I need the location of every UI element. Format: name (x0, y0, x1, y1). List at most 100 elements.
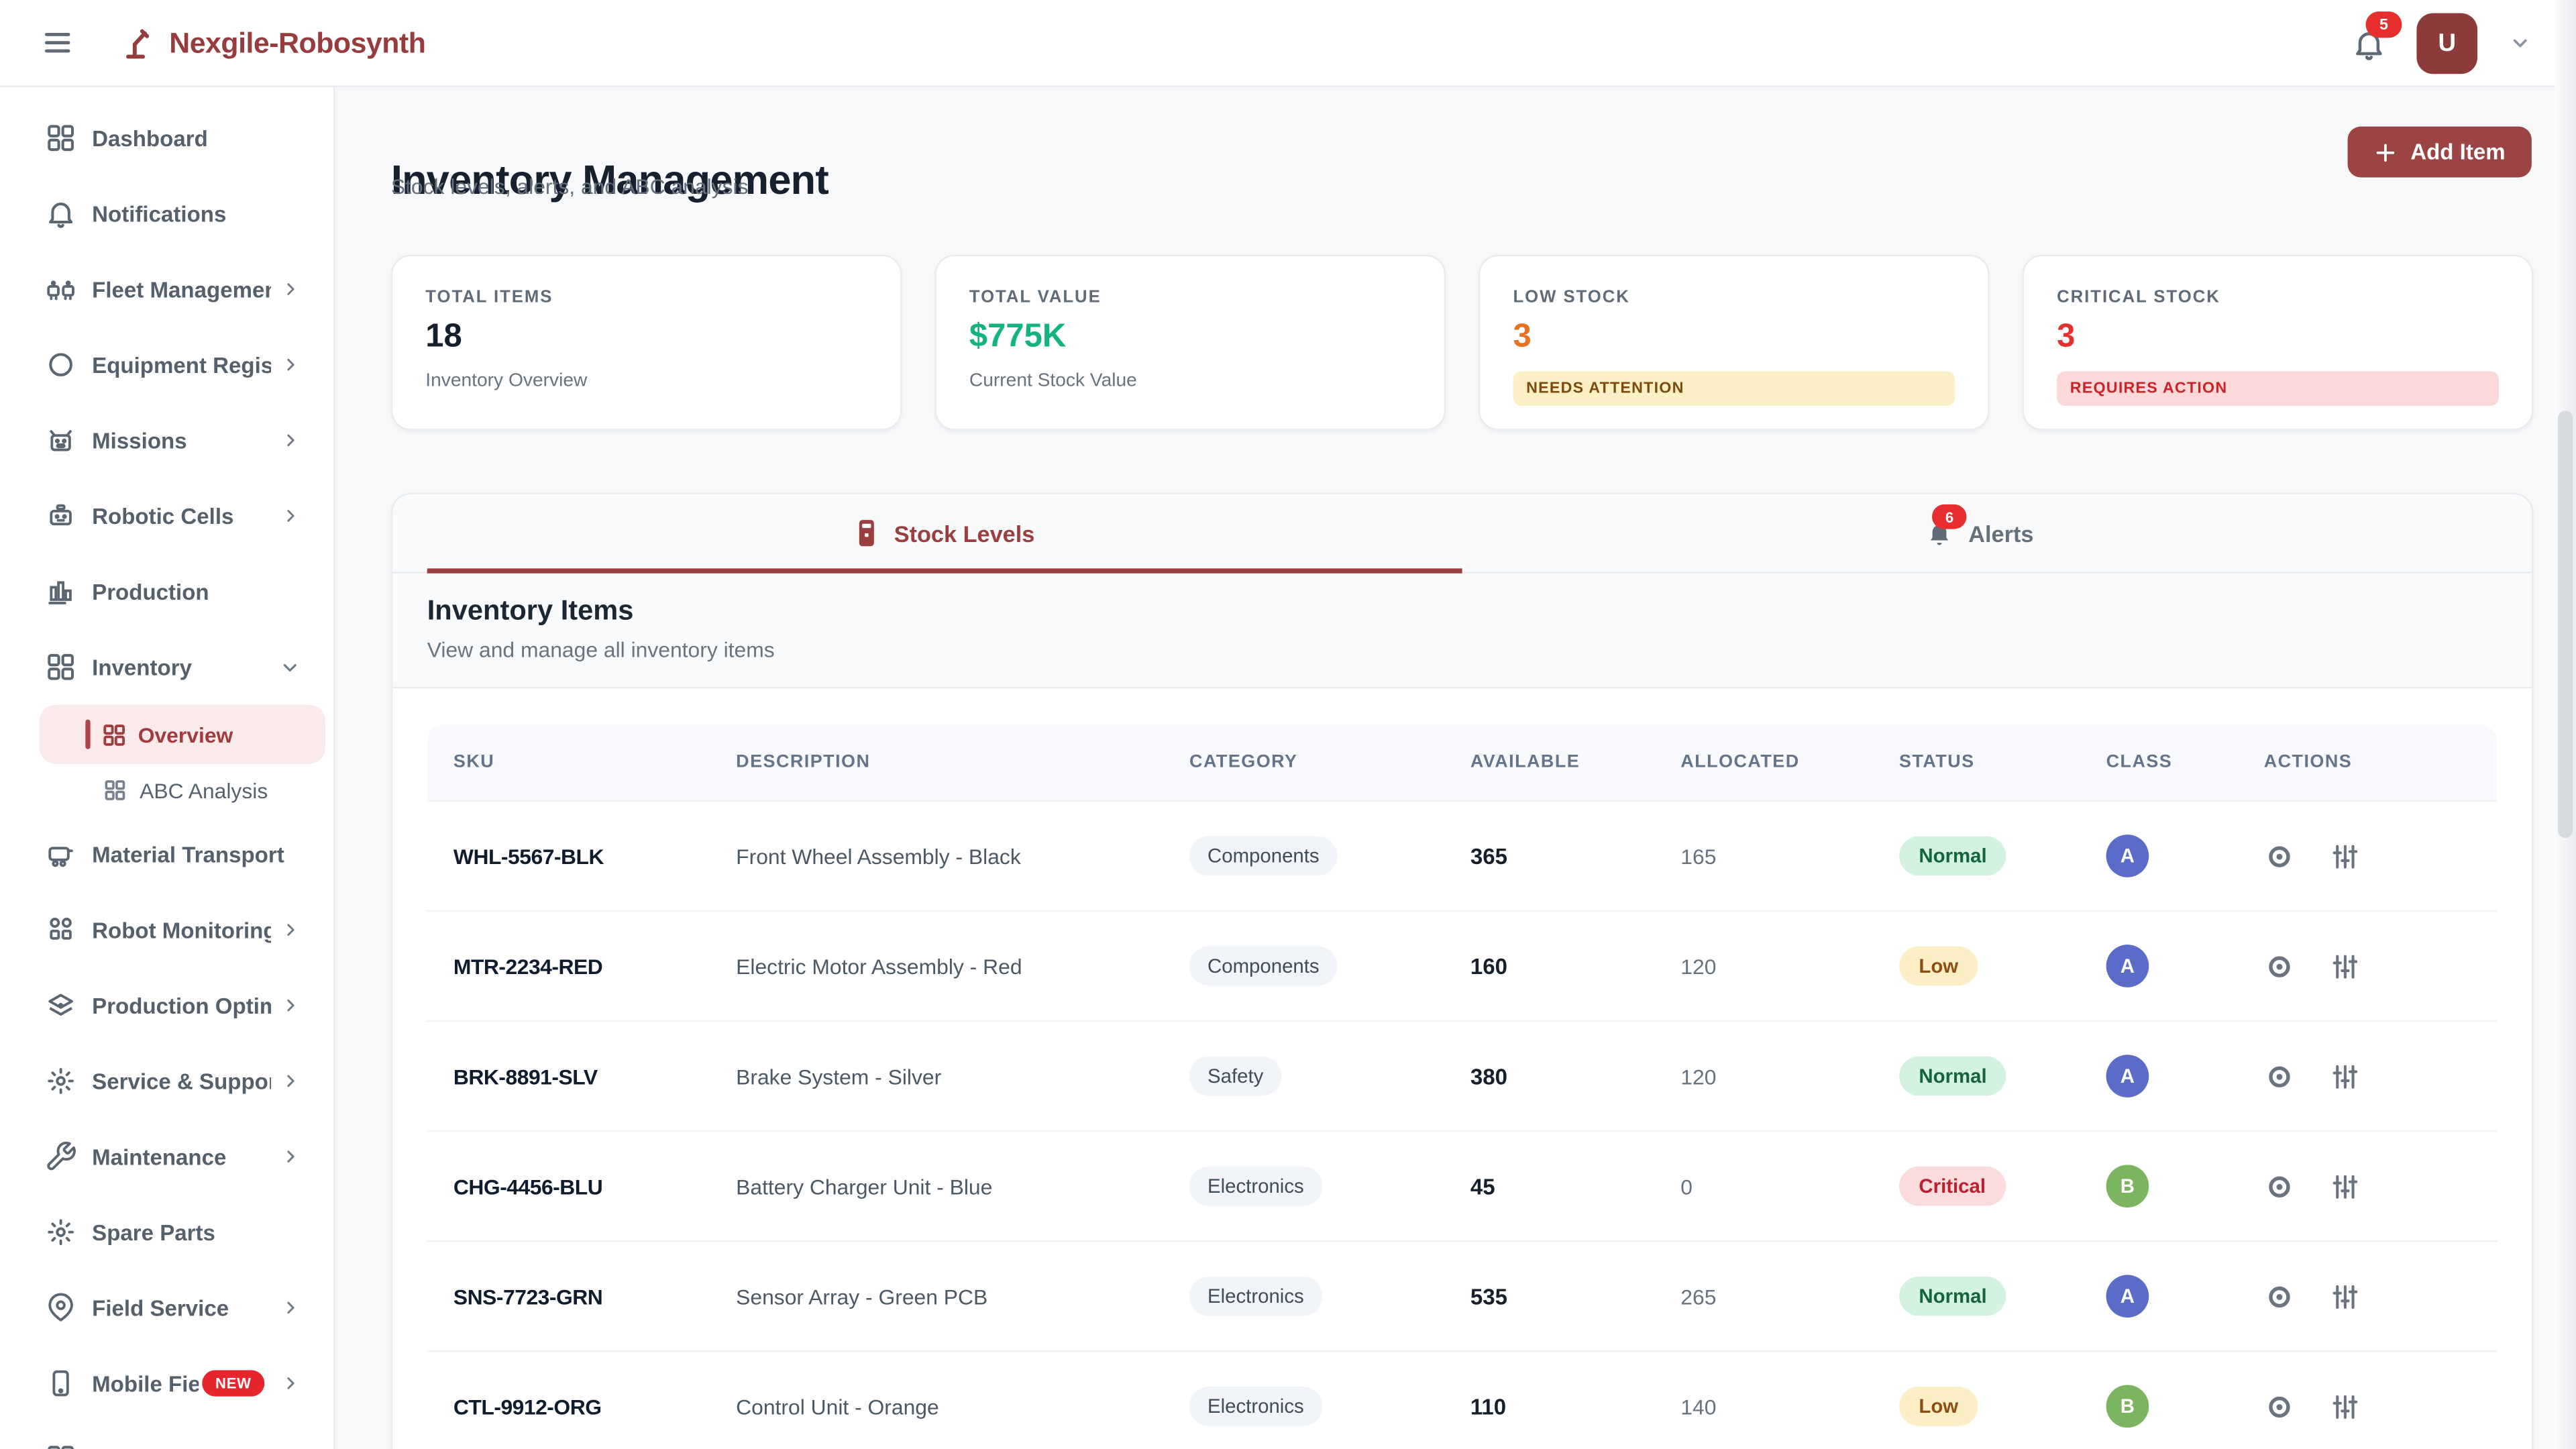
sidebar-item-service-support[interactable]: Service & Support (0, 1043, 333, 1119)
column-header-category: CATEGORY (1189, 752, 1298, 773)
allocated-cell: 265 (1680, 1283, 1717, 1309)
adjust-button[interactable] (2330, 1391, 2361, 1422)
status-badge: Low (1899, 1386, 1978, 1426)
chevron-right-icon (281, 506, 301, 525)
sidebar-item-maintenance[interactable]: Maintenance (0, 1119, 333, 1195)
stat-note: Inventory Overview (425, 371, 588, 391)
sidebar-item-inventory[interactable]: Inventory (0, 629, 333, 705)
section-title: Inventory Items (427, 594, 634, 627)
sidebar-item-material-transport[interactable]: Material Transport (0, 816, 333, 892)
sidebar-item-abc-analysis[interactable]: ABC Analysis (40, 764, 333, 816)
page-subtitle: Stock levels, alerts, and ABC analysis (390, 174, 749, 199)
class-badge: B (2106, 1165, 2149, 1208)
add-item-label: Add Item (2410, 140, 2506, 164)
sidebar-item-inventory-overview[interactable]: Overview (39, 704, 325, 764)
class-badge: A (2106, 945, 2149, 987)
sidebar-item-label: Overview (138, 722, 233, 747)
sku-cell: BRK-8891-SLV (453, 1063, 598, 1089)
chevron-right-icon (281, 1373, 301, 1393)
table-row: WHL-5567-BLK Front Wheel Assembly - Blac… (427, 800, 2498, 910)
stat-label: TOTAL VALUE (969, 287, 1102, 307)
tab-stock-levels[interactable]: Stock Levels (427, 494, 1462, 574)
sidebar-item-fleet-management[interactable]: Fleet Management (0, 252, 333, 327)
sidebar-item-mobile-field[interactable]: Mobile Field NEW (0, 1346, 333, 1421)
profile-chevron-down-icon[interactable] (2507, 30, 2533, 56)
notification-count-badge: 5 (2365, 11, 2402, 38)
tab-label: Alerts (1968, 520, 2034, 547)
sidebar-item-dashboard[interactable]: Dashboard (0, 100, 333, 176)
sidebar-item-production-optimization[interactable]: Production Optimization (0, 967, 333, 1043)
chevron-down-icon (279, 656, 301, 678)
column-header-description: DESCRIPTION (736, 752, 871, 773)
sidebar-item-equipment-registry[interactable]: Equipment Registry (0, 327, 333, 402)
sidebar-item-label: Production (92, 579, 209, 604)
adjust-button[interactable] (2330, 841, 2361, 872)
sidebar-item-label: Fleet Management (92, 276, 272, 302)
adjust-button[interactable] (2330, 1281, 2361, 1312)
stat-label: TOTAL ITEMS (425, 287, 553, 307)
stat-card-total-value: TOTAL VALUE $775K Current Stock Value (934, 254, 1446, 431)
tab-bar: Stock Levels 6 Alerts (392, 494, 2532, 574)
column-header-available: AVAILABLE (1470, 752, 1580, 773)
sidebar-item-production[interactable]: Production (0, 553, 333, 629)
view-button[interactable] (2264, 1061, 2296, 1092)
column-header-allocated: ALLOCATED (1680, 752, 1800, 773)
inventory-table: SKU DESCRIPTION CATEGORY AVAILABLE ALLOC… (427, 724, 2498, 1449)
wrench-icon (44, 1140, 77, 1173)
requires-action-badge: REQUIRES ACTION (2057, 371, 2499, 406)
sidebar-item-missions[interactable]: Missions (0, 402, 333, 478)
page-scrollbar[interactable] (2555, 0, 2576, 1449)
sidebar-item-label: Notifications (92, 201, 227, 226)
circle-icon (44, 348, 77, 381)
status-badge: Normal (1899, 1056, 2007, 1096)
sidebar-item-label: Material Transport (92, 842, 284, 867)
description-cell: Brake System - Silver (736, 1063, 942, 1089)
hamburger-menu-icon[interactable] (41, 26, 74, 59)
view-button[interactable] (2264, 841, 2296, 872)
alerts-count-badge: 6 (1932, 504, 1967, 529)
available-cell: 110 (1470, 1393, 1507, 1419)
scrollbar-thumb[interactable] (2558, 411, 2573, 838)
notifications-button[interactable]: 5 (2351, 11, 2402, 62)
class-badge: A (2106, 835, 2149, 877)
sidebar-item-spare-parts[interactable]: Spare Parts (0, 1194, 333, 1270)
section-subtitle: View and manage all inventory items (427, 637, 775, 662)
table-row: BRK-8891-SLV Brake System - Silver Safet… (427, 1020, 2498, 1130)
chevron-right-icon (281, 279, 301, 299)
user-avatar[interactable]: U (2416, 12, 2478, 73)
phone-icon (44, 1367, 77, 1400)
category-pill: Electronics (1189, 1386, 1322, 1426)
plus-icon (2374, 140, 2397, 163)
add-item-button[interactable]: Add Item (2348, 126, 2532, 178)
sidebar-item-robotic-cells[interactable]: Robotic Cells (0, 478, 333, 554)
category-pill: Safety (1189, 1056, 1282, 1096)
available-cell: 160 (1470, 953, 1508, 979)
adjust-button[interactable] (2330, 951, 2361, 982)
sidebar-item-robot-monitoring[interactable]: Robot Monitoring (0, 892, 333, 968)
bar-chart-icon (44, 575, 77, 608)
view-button[interactable] (2264, 1281, 2296, 1312)
sidebar-item-field-service[interactable]: Field Service (0, 1270, 333, 1346)
adjust-button[interactable] (2330, 1171, 2361, 1202)
sidebar-item-notifications[interactable]: Notifications (0, 176, 333, 252)
table-row: MTR-2234-RED Electric Motor Assembly - R… (427, 910, 2498, 1020)
sidebar-item-label: Spare Parts (92, 1220, 215, 1245)
view-button[interactable] (2264, 1171, 2296, 1202)
column-header-actions: ACTIONS (2263, 752, 2353, 773)
inventory-panel: Stock Levels 6 Alerts Inventory Items Vi… (390, 492, 2534, 1449)
sidebar-item-partial[interactable] (0, 1421, 333, 1449)
view-button[interactable] (2264, 1391, 2296, 1422)
column-header-class: CLASS (2106, 752, 2173, 773)
view-button[interactable] (2264, 951, 2296, 982)
sidebar-item-label: Robot Monitoring (92, 917, 272, 943)
grid-small-icon (102, 777, 128, 803)
sun-icon (44, 1065, 77, 1097)
sidebar-item-label: Dashboard (92, 125, 208, 151)
sidebar-item-label: Robotic Cells (92, 503, 234, 529)
tab-alerts[interactable]: 6 Alerts (1462, 494, 2498, 572)
allocated-cell: 140 (1680, 1393, 1717, 1419)
available-cell: 535 (1470, 1283, 1508, 1309)
adjust-button[interactable] (2330, 1061, 2361, 1092)
sun-icon (44, 1216, 77, 1248)
category-pill: Components (1189, 836, 1338, 876)
